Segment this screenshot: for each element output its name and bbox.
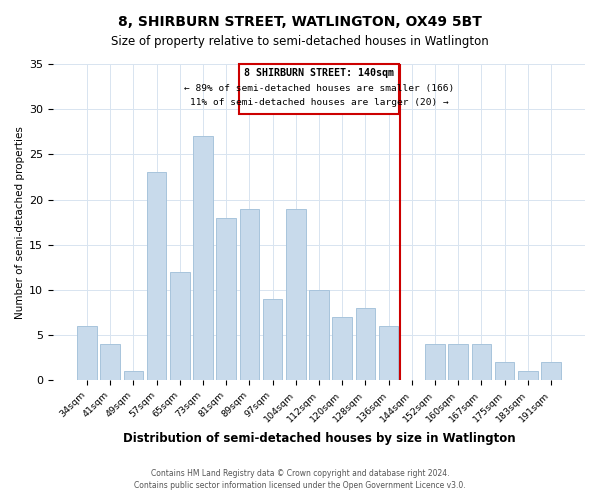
Bar bbox=[100, 344, 120, 380]
Bar bbox=[448, 344, 468, 380]
Text: Contains HM Land Registry data © Crown copyright and database right 2024.
Contai: Contains HM Land Registry data © Crown c… bbox=[134, 468, 466, 490]
Bar bbox=[309, 290, 329, 380]
Bar bbox=[193, 136, 213, 380]
Bar bbox=[518, 372, 538, 380]
Text: 8, SHIRBURN STREET, WATLINGTON, OX49 5BT: 8, SHIRBURN STREET, WATLINGTON, OX49 5BT bbox=[118, 15, 482, 29]
Bar bbox=[217, 218, 236, 380]
Bar bbox=[332, 317, 352, 380]
Bar bbox=[239, 208, 259, 380]
Text: 8 SHIRBURN STREET: 140sqm: 8 SHIRBURN STREET: 140sqm bbox=[244, 68, 394, 78]
Bar bbox=[541, 362, 561, 380]
Bar bbox=[170, 272, 190, 380]
Bar bbox=[147, 172, 166, 380]
Bar bbox=[77, 326, 97, 380]
Text: 11% of semi-detached houses are larger (20) →: 11% of semi-detached houses are larger (… bbox=[190, 98, 448, 108]
Bar bbox=[263, 299, 283, 380]
Bar bbox=[425, 344, 445, 380]
Bar bbox=[379, 326, 398, 380]
FancyBboxPatch shape bbox=[239, 64, 399, 114]
Bar bbox=[286, 208, 305, 380]
X-axis label: Distribution of semi-detached houses by size in Watlington: Distribution of semi-detached houses by … bbox=[122, 432, 515, 445]
Bar bbox=[356, 308, 375, 380]
Text: Size of property relative to semi-detached houses in Watlington: Size of property relative to semi-detach… bbox=[111, 35, 489, 48]
Text: ← 89% of semi-detached houses are smaller (166): ← 89% of semi-detached houses are smalle… bbox=[184, 84, 454, 93]
Bar bbox=[472, 344, 491, 380]
Bar bbox=[124, 372, 143, 380]
Y-axis label: Number of semi-detached properties: Number of semi-detached properties bbox=[15, 126, 25, 318]
Bar bbox=[495, 362, 514, 380]
